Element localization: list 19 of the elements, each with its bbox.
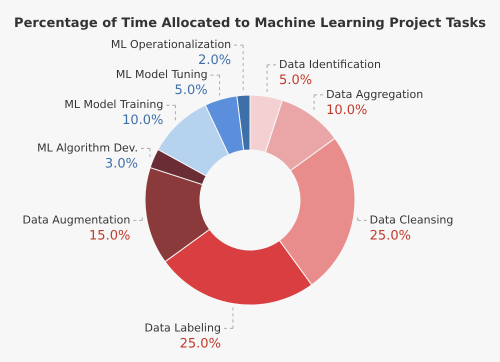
- data-label: 10.0%: [122, 113, 164, 128]
- slice-label: Data Cleansing: [370, 213, 454, 226]
- slice-label: Data Augmentation: [22, 213, 130, 226]
- slice-label: Data Identification: [279, 58, 381, 71]
- slice-label: ML Algorithm Dev.: [37, 141, 138, 154]
- data-label: 25.0%: [180, 336, 221, 352]
- slice-label: Data Aggregation: [326, 88, 424, 101]
- chart-title: Percentage of Time Allocated to Machine Learning Project Tasks: [14, 16, 486, 31]
- data-label: 5.0%: [174, 83, 208, 98]
- data-label: 25.0%: [370, 228, 411, 244]
- data-label: 2.0%: [198, 53, 232, 68]
- data-label: 10.0%: [326, 102, 368, 118]
- slice-label: ML Operationalization: [110, 38, 232, 52]
- slice-label: ML Model Training: [64, 98, 164, 112]
- data-label: 15.0%: [89, 228, 130, 244]
- slice-label: Data Labeling: [144, 321, 221, 334]
- data-label: 5.0%: [279, 72, 312, 88]
- slice-label: ML Model Tuning: [116, 68, 208, 82]
- data-label: 3.0%: [104, 156, 138, 172]
